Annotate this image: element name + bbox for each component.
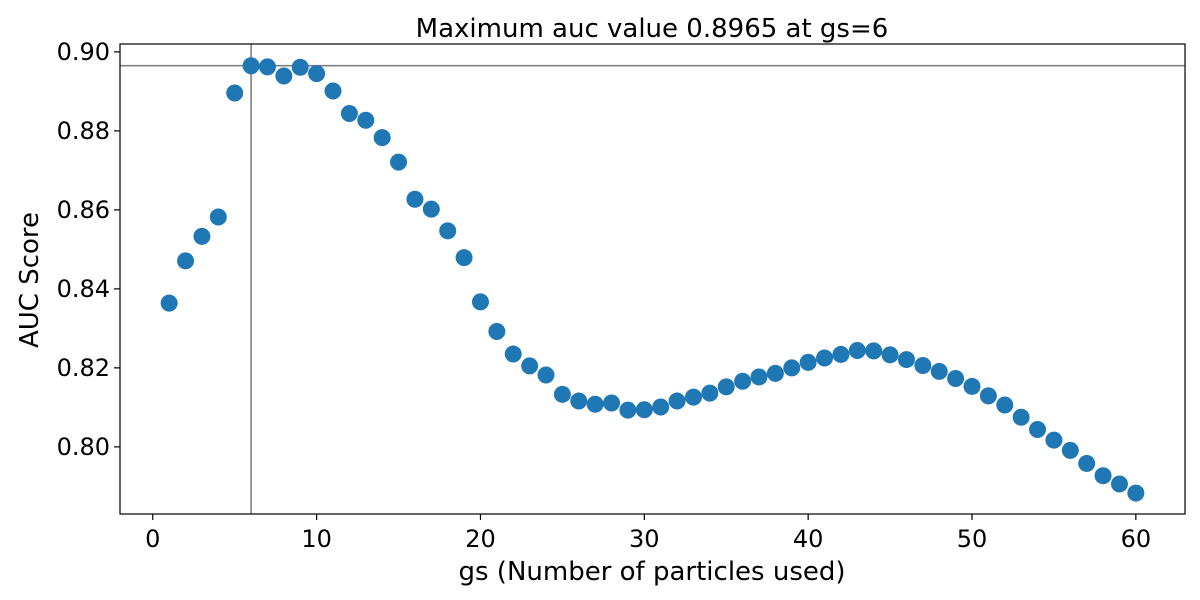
data-point xyxy=(406,190,424,208)
y-tick-label: 0.82 xyxy=(57,354,110,382)
data-point xyxy=(1127,484,1145,502)
data-point xyxy=(865,342,883,360)
data-point xyxy=(570,392,588,410)
x-tick-label: 30 xyxy=(629,525,660,553)
y-axis-label: AUC Score xyxy=(15,212,45,348)
data-point xyxy=(668,392,686,410)
data-point xyxy=(373,129,391,147)
y-axis-ticks: 0.80 0.82 0.84 0.86 0.88 0.90 xyxy=(57,38,120,461)
data-point xyxy=(193,227,211,245)
data-point xyxy=(701,384,719,402)
data-point xyxy=(258,58,276,76)
data-point xyxy=(930,362,948,380)
data-point xyxy=(963,377,981,395)
data-point xyxy=(1029,420,1047,438)
data-point xyxy=(537,366,555,384)
x-tick-label: 10 xyxy=(301,525,332,553)
data-point xyxy=(603,394,621,412)
data-point xyxy=(1110,475,1128,493)
data-point xyxy=(652,398,670,416)
data-point xyxy=(996,396,1014,414)
data-point xyxy=(1012,408,1030,426)
data-point xyxy=(504,345,522,363)
data-point xyxy=(734,372,752,390)
data-point xyxy=(766,364,784,382)
data-point xyxy=(439,222,457,240)
data-point xyxy=(914,356,932,374)
data-point xyxy=(553,385,571,403)
x-tick-label: 20 xyxy=(465,525,496,553)
data-point xyxy=(848,341,866,359)
data-point xyxy=(291,58,309,76)
data-point xyxy=(160,294,178,312)
data-point xyxy=(226,84,244,102)
data-point xyxy=(783,359,801,377)
data-points xyxy=(160,57,1145,502)
data-point xyxy=(684,388,702,406)
x-tick-label: 40 xyxy=(793,525,824,553)
data-point xyxy=(324,82,342,100)
data-point xyxy=(1078,454,1096,472)
data-point xyxy=(619,401,637,419)
data-point xyxy=(242,57,260,75)
x-tick-label: 50 xyxy=(957,525,988,553)
data-point xyxy=(897,351,915,369)
y-tick-label: 0.86 xyxy=(57,196,110,224)
x-tick-label: 0 xyxy=(145,525,160,553)
data-point xyxy=(799,353,817,371)
y-tick-label: 0.84 xyxy=(57,275,110,303)
data-point xyxy=(1094,467,1112,485)
y-tick-label: 0.90 xyxy=(57,38,110,66)
y-tick-label: 0.88 xyxy=(57,117,110,145)
y-tick-label: 0.80 xyxy=(57,433,110,461)
chart-title: Maximum auc value 0.8965 at gs=6 xyxy=(416,14,889,44)
data-point xyxy=(750,368,768,386)
data-point xyxy=(422,200,440,218)
data-point xyxy=(816,349,834,367)
data-point xyxy=(177,252,195,270)
data-point xyxy=(947,370,965,388)
data-point xyxy=(1061,441,1079,459)
x-axis-label: gs (Number of particles used) xyxy=(458,557,845,587)
reference-lines xyxy=(120,44,1185,514)
data-point xyxy=(1045,431,1063,449)
data-point xyxy=(979,387,997,405)
data-point xyxy=(586,395,604,413)
data-point xyxy=(471,293,489,311)
data-point xyxy=(308,65,326,83)
data-point xyxy=(881,346,899,364)
data-point xyxy=(635,401,653,419)
data-point xyxy=(832,345,850,363)
data-point xyxy=(717,378,735,396)
data-point xyxy=(357,111,375,129)
data-point xyxy=(340,105,358,123)
x-tick-label: 60 xyxy=(1121,525,1152,553)
x-axis-ticks: 0 10 20 30 40 50 60 xyxy=(145,514,1151,553)
data-point xyxy=(488,323,506,341)
plot-frame xyxy=(119,43,1186,515)
data-point xyxy=(275,67,293,85)
data-point xyxy=(209,208,227,226)
data-point xyxy=(455,249,473,267)
data-point xyxy=(521,357,539,375)
data-point xyxy=(390,153,408,171)
